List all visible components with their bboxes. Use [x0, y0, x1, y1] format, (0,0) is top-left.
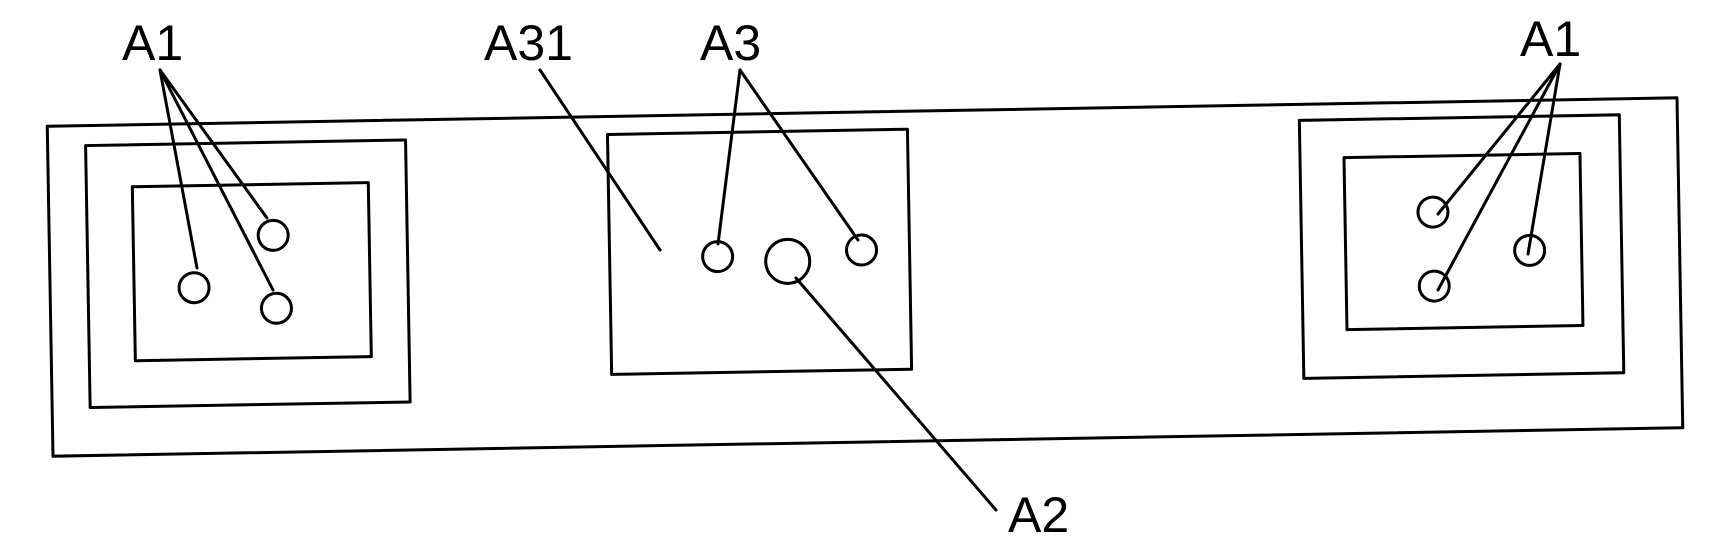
label-A1_right: A1: [1520, 11, 1581, 67]
left-block: [86, 140, 411, 408]
label-A31: A31: [484, 15, 573, 71]
outer-frame: [47, 98, 1683, 456]
leader-A1_left-3: [160, 70, 273, 290]
leader-A31-1: [540, 70, 660, 250]
leader-A1_right-1: [1438, 64, 1560, 214]
label-A3: A3: [700, 15, 761, 71]
right-block-circle-1: [1418, 197, 1449, 228]
left-block-circle-1: [258, 220, 289, 251]
left-block-inner-rect: [132, 183, 371, 361]
left-block-circle-3: [261, 293, 292, 324]
left-block-circle-2: [179, 272, 210, 303]
label-A1_left: A1: [122, 15, 183, 71]
center-block: [607, 129, 911, 374]
diagram-body: [47, 98, 1683, 456]
leader-A3-1: [718, 70, 740, 244]
leader-A2-1: [796, 278, 996, 510]
label-A2: A2: [1008, 487, 1069, 543]
center-block-circle-2: [765, 239, 810, 284]
center-block-outer-rect: [607, 129, 911, 374]
center-block-circle-1: [702, 241, 733, 272]
leader-A1_left-2: [160, 70, 197, 268]
center-block-circle-3: [846, 235, 877, 266]
leader-A3-2: [740, 70, 858, 240]
